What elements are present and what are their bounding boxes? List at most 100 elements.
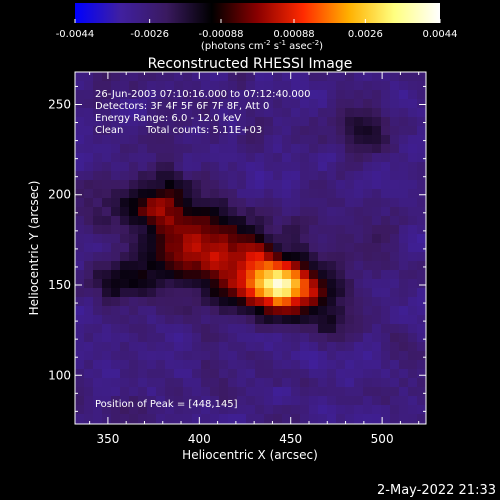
heatmap-cell xyxy=(309,243,319,253)
heatmap-cell xyxy=(354,252,364,262)
heatmap-cell xyxy=(345,81,355,91)
heatmap-cell xyxy=(363,288,373,298)
heatmap-cell xyxy=(345,108,355,118)
heatmap-cell xyxy=(381,360,391,370)
heatmap-cell xyxy=(336,414,346,424)
heatmap-cell xyxy=(282,180,292,190)
heatmap-cell xyxy=(165,261,175,271)
heatmap-cell xyxy=(84,315,94,325)
heatmap-cell xyxy=(408,351,418,361)
heatmap-cell xyxy=(282,90,292,100)
heatmap-cell xyxy=(147,270,157,280)
heatmap-cell xyxy=(336,90,346,100)
heatmap-cell xyxy=(156,315,166,325)
heatmap-cell xyxy=(408,297,418,307)
heatmap-cell xyxy=(372,180,382,190)
heatmap-cell xyxy=(75,135,85,145)
heatmap-cell xyxy=(147,99,157,109)
plot-frame xyxy=(74,71,427,425)
heatmap-cell xyxy=(246,162,256,172)
heatmap-cell xyxy=(282,405,292,415)
heatmap-cell xyxy=(246,387,256,397)
heatmap-cell xyxy=(174,216,184,226)
heatmap-cell xyxy=(300,360,310,370)
heatmap-cell xyxy=(102,90,112,100)
heatmap-cell xyxy=(183,333,193,343)
heatmap-cell xyxy=(282,324,292,334)
heatmap-cell xyxy=(237,171,247,181)
heatmap-cell xyxy=(165,216,175,226)
heatmap-cell xyxy=(219,234,229,244)
heatmap-cell xyxy=(210,297,220,307)
heatmap-cell xyxy=(111,369,121,379)
heatmap-cell xyxy=(318,99,328,109)
heatmap-cell xyxy=(291,117,301,127)
heatmap-cell xyxy=(111,306,121,316)
heatmap-cell xyxy=(327,324,337,334)
heatmap-cell xyxy=(84,288,94,298)
heatmap-cell xyxy=(246,72,256,82)
heatmap-cell xyxy=(390,405,400,415)
heatmap-cell xyxy=(381,351,391,361)
heatmap-cell xyxy=(120,405,130,415)
heatmap-cell xyxy=(291,225,301,235)
heatmap-cell xyxy=(192,378,202,388)
heatmap-cell xyxy=(75,297,85,307)
heatmap-cell xyxy=(273,378,283,388)
heatmap-cell xyxy=(111,270,121,280)
heatmap-cell xyxy=(120,135,130,145)
heatmap-cell xyxy=(183,324,193,334)
heatmap-cell xyxy=(93,306,103,316)
heatmap-cell xyxy=(138,261,148,271)
heatmap-cell xyxy=(219,243,229,253)
heatmap-cell xyxy=(399,126,409,136)
heatmap-cell xyxy=(183,180,193,190)
heatmap-cell xyxy=(237,396,247,406)
heatmap-cell xyxy=(246,360,256,370)
heatmap-cell xyxy=(129,234,139,244)
heatmap-cell xyxy=(300,324,310,334)
heatmap-cell xyxy=(174,198,184,208)
heatmap-cell xyxy=(417,360,426,370)
heatmap-cell xyxy=(228,360,238,370)
heatmap-cell xyxy=(246,153,256,163)
heatmap-cell xyxy=(354,198,364,208)
heatmap-cell xyxy=(174,261,184,271)
heatmap-cell xyxy=(246,279,256,289)
heatmap-cell xyxy=(93,351,103,361)
heatmap-cell xyxy=(165,333,175,343)
heatmap-cell xyxy=(291,243,301,253)
heatmap-cell xyxy=(93,153,103,163)
heatmap-cell xyxy=(156,162,166,172)
heatmap-cell xyxy=(246,180,256,190)
heatmap-cell xyxy=(228,369,238,379)
heatmap-cell xyxy=(264,405,274,415)
heatmap-cell xyxy=(228,126,238,136)
heatmap-cell xyxy=(264,198,274,208)
heatmap-cell xyxy=(327,225,337,235)
heatmap-cell xyxy=(138,342,148,352)
heatmap-cell xyxy=(318,378,328,388)
heatmap-cell xyxy=(174,333,184,343)
heatmap-cell xyxy=(372,351,382,361)
heatmap-cell xyxy=(183,243,193,253)
heatmap-cell xyxy=(228,243,238,253)
heatmap-cell xyxy=(111,360,121,370)
heatmap-cell xyxy=(255,360,265,370)
heatmap-cell xyxy=(192,207,202,217)
heatmap-cell xyxy=(417,162,426,172)
heatmap-cell xyxy=(345,162,355,172)
heatmap-cell xyxy=(84,135,94,145)
heatmap-cell xyxy=(165,207,175,217)
heatmap-cell xyxy=(228,162,238,172)
heatmap-cell xyxy=(228,261,238,271)
heatmap-cell xyxy=(84,243,94,253)
heatmap-cell xyxy=(300,252,310,262)
heatmap-cell xyxy=(363,162,373,172)
heatmap-cell xyxy=(75,189,85,199)
heatmap-cell xyxy=(165,315,175,325)
heatmap-cell xyxy=(201,369,211,379)
heatmap-cell xyxy=(246,378,256,388)
heatmap-cell xyxy=(309,342,319,352)
heatmap-cell xyxy=(354,90,364,100)
